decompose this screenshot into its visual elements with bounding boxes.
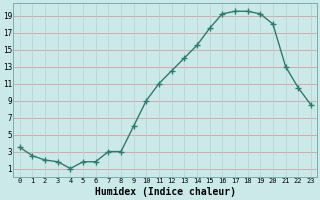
X-axis label: Humidex (Indice chaleur): Humidex (Indice chaleur) (95, 187, 236, 197)
